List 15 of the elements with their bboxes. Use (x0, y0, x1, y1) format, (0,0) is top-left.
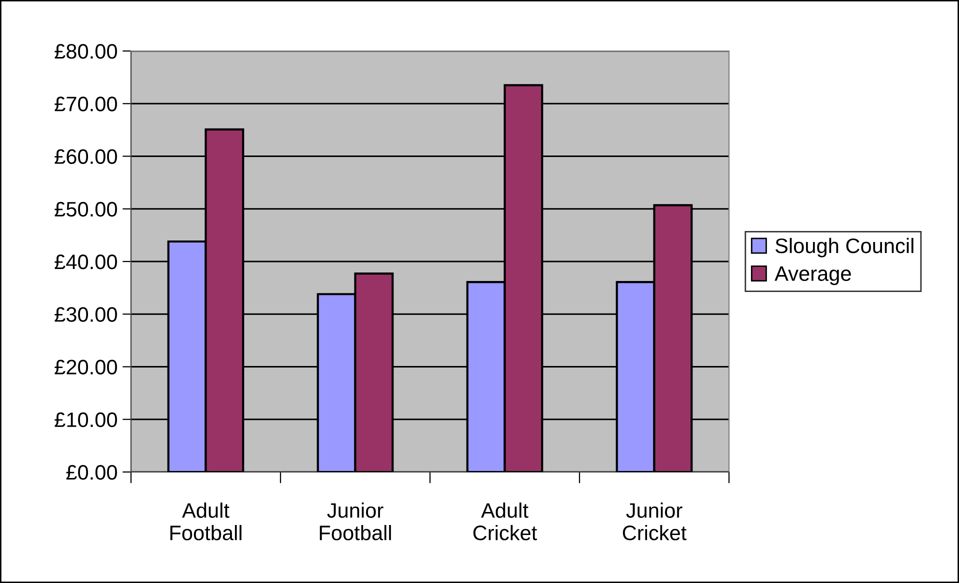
x-tick-label: Junior Cricket (622, 502, 687, 540)
x-tick-label: Adult Football (170, 502, 242, 540)
legend-label: Average (774, 266, 851, 286)
x-tick-label: Junior Football (320, 502, 391, 540)
y-tick-label: £80.00 (54, 44, 117, 59)
y-tick-label: £60.00 (54, 149, 117, 164)
legend-label: Slough Council (776, 238, 914, 258)
y-tick-label: £10.00 (54, 412, 117, 428)
y-tick-label: £20.00 (54, 360, 117, 375)
y-tick-label: £0.00 (66, 465, 117, 480)
x-tick-label: Adult Cricket (473, 502, 538, 540)
y-tick-label: £40.00 (54, 254, 117, 270)
y-tick-label: £70.00 (54, 96, 117, 112)
y-tick-label: £50.00 (54, 202, 117, 217)
y-tick-label: £30.00 (54, 307, 117, 322)
